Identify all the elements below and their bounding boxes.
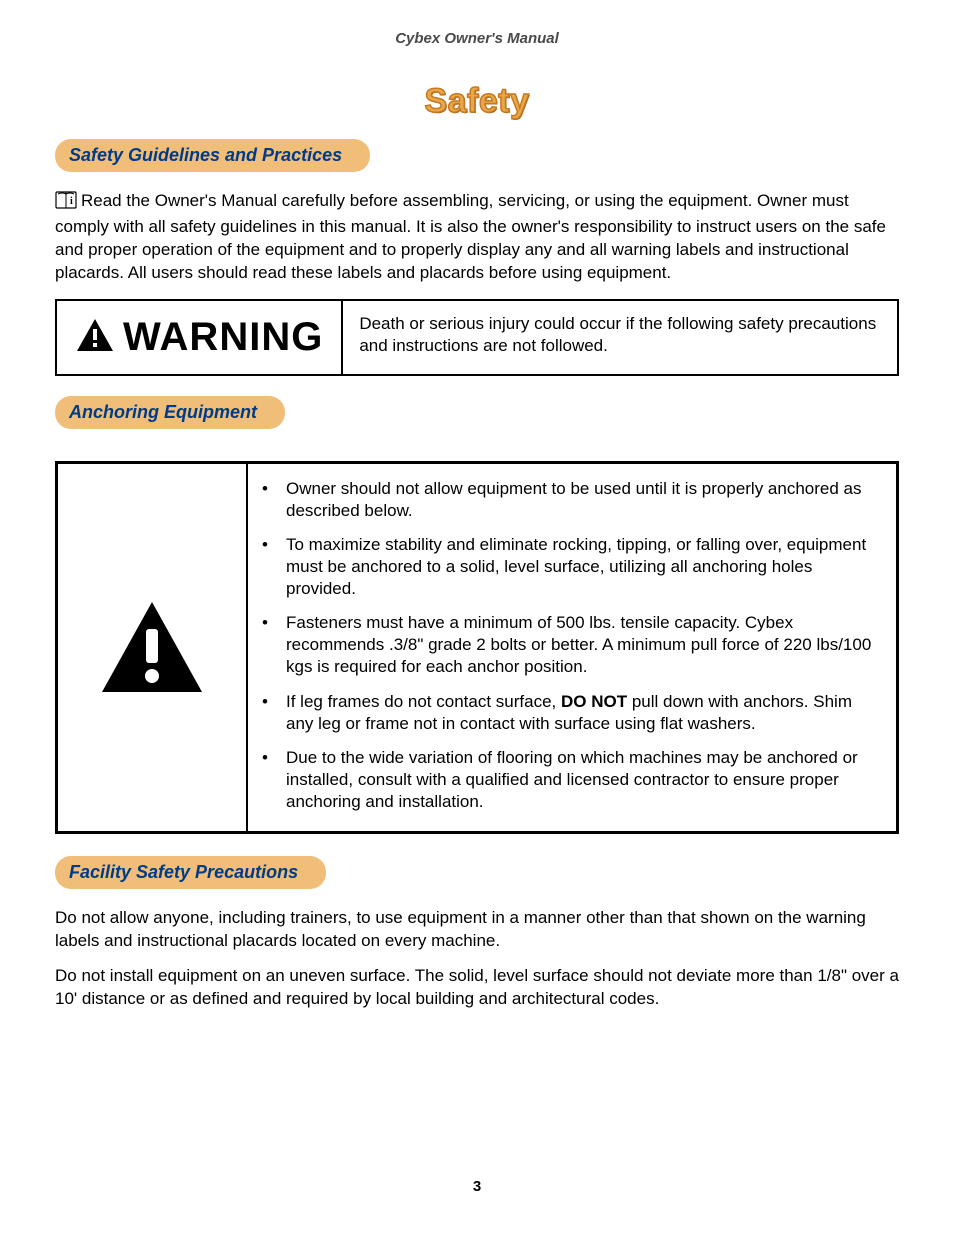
section-pill-anchoring: Anchoring Equipment	[55, 396, 285, 429]
warning-box: WARNING Death or serious injury could oc…	[55, 299, 899, 376]
facility-paragraph-2: Do not install equipment on an uneven su…	[55, 965, 899, 1011]
warning-label-cell: WARNING	[57, 301, 343, 374]
anchoring-list: •Owner should not allow equipment to be …	[248, 464, 896, 831]
facility-paragraph-1: Do not allow anyone, including trainers,…	[55, 907, 899, 953]
warning-triangle-icon	[75, 317, 115, 358]
warning-description: Death or serious injury could occur if t…	[343, 301, 897, 374]
list-item-text: Owner should not allow equipment to be u…	[286, 478, 878, 522]
intro-text: Read the Owner's Manual carefully before…	[55, 191, 886, 282]
list-item-text: To maximize stability and eliminate rock…	[286, 534, 878, 600]
page-number: 3	[0, 1178, 954, 1195]
caution-triangle-icon	[97, 597, 207, 697]
list-item: •If leg frames do not contact surface, D…	[248, 685, 886, 741]
anchoring-box: •Owner should not allow equipment to be …	[55, 461, 899, 834]
header-title: Cybex Owner's Manual	[55, 30, 899, 47]
main-title-text: Safety	[424, 82, 529, 120]
warning-label-text: WARNING	[123, 315, 323, 360]
list-item-text: Due to the wide variation of flooring on…	[286, 747, 878, 813]
section-pill-guidelines: Safety Guidelines and Practices	[55, 139, 370, 172]
list-item-text: If leg frames do not contact surface, DO…	[286, 691, 878, 735]
book-info-icon: i	[55, 191, 77, 216]
intro-paragraph: i Read the Owner's Manual carefully befo…	[55, 190, 899, 285]
main-title: Safety	[55, 82, 899, 121]
svg-text:i: i	[70, 196, 73, 207]
list-item: •To maximize stability and eliminate roc…	[248, 528, 886, 606]
anchoring-icon-cell	[58, 464, 248, 831]
list-item: •Fasteners must have a minimum of 500 lb…	[248, 606, 886, 684]
list-item: •Owner should not allow equipment to be …	[248, 472, 886, 528]
list-item-text: Fasteners must have a minimum of 500 lbs…	[286, 612, 878, 678]
section-pill-facility: Facility Safety Precautions	[55, 856, 326, 889]
list-item: •Due to the wide variation of flooring o…	[248, 741, 886, 819]
